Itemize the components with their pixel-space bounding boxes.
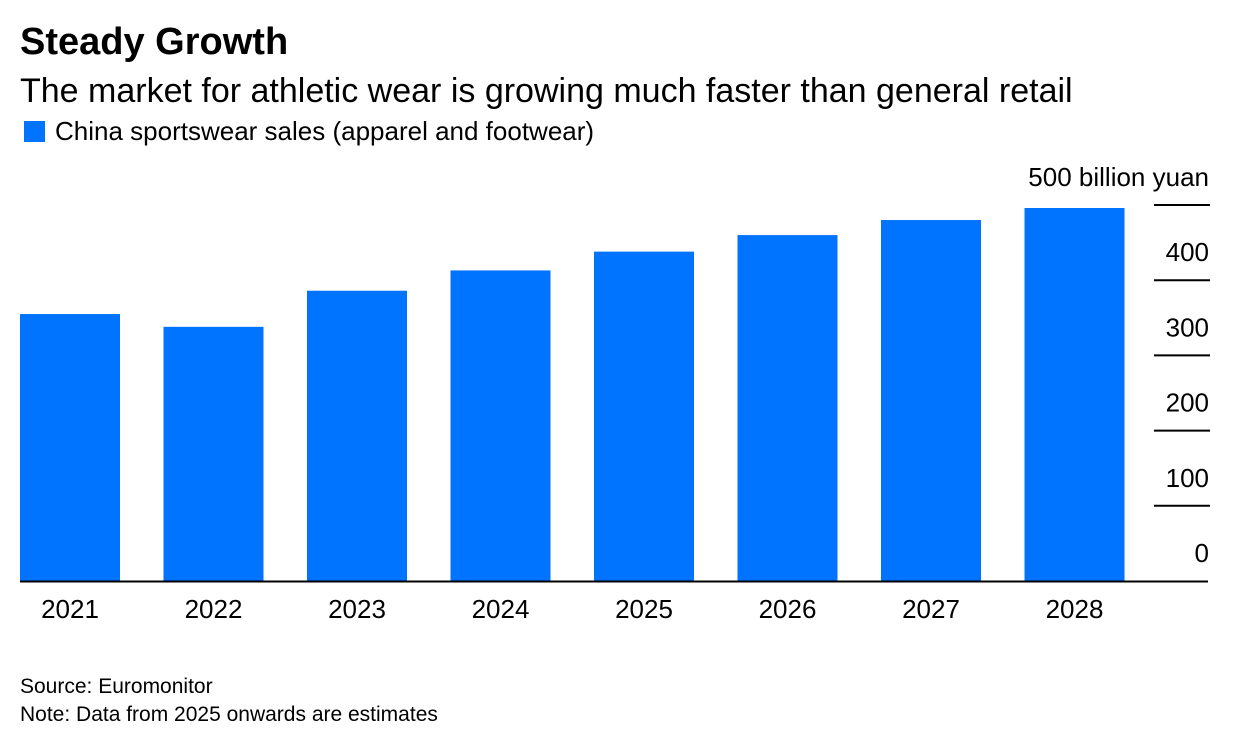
y-tick-label-200: 200 — [1166, 388, 1209, 418]
bar-2024 — [450, 270, 551, 581]
x-tick-label-2025: 2025 — [615, 594, 673, 624]
x-tick-label-2024: 2024 — [472, 594, 530, 624]
legend-swatch — [24, 120, 45, 142]
y-tick-label-400: 400 — [1166, 237, 1209, 267]
y-tick-label-500: 500 billion yuan — [1028, 162, 1209, 192]
x-tick-label-2026: 2026 — [759, 594, 817, 624]
bar-2021 — [20, 314, 120, 581]
bar-2022 — [163, 326, 264, 581]
x-tick-label-2021: 2021 — [41, 594, 99, 624]
y-tick-label-0: 0 — [1195, 538, 1209, 568]
bar-2027 — [881, 220, 981, 582]
x-tick-label-2022: 2022 — [185, 594, 243, 624]
y-tick-label-100: 100 — [1166, 463, 1209, 493]
chart-title: Steady Growth — [20, 21, 289, 63]
bar-2023 — [307, 290, 407, 581]
legend-label: China sportswear sales (apparel and foot… — [55, 116, 595, 146]
legend: China sportswear sales (apparel and foot… — [24, 116, 594, 146]
x-tick-label-2027: 2027 — [902, 594, 960, 624]
x-tick-label-2028: 2028 — [1046, 594, 1104, 624]
y-tick-label-300: 300 — [1166, 312, 1209, 342]
source-note: Source: Euromonitor — [20, 675, 213, 698]
x-tick-label-2023: 2023 — [328, 594, 386, 624]
chart-subtitle: The market for athletic wear is growing … — [20, 72, 1073, 110]
bar-2025 — [594, 251, 694, 581]
estimates-note: Note: Data from 2025 onwards are estimat… — [20, 703, 438, 726]
bar-2026 — [737, 235, 838, 581]
bar-2028 — [1024, 208, 1125, 581]
